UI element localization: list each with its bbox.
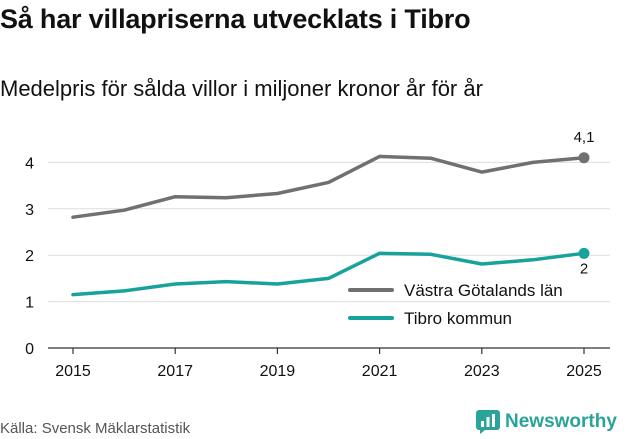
end-value-label-0: 4,1 [574,129,595,146]
x-tick-label: 2021 [362,363,398,380]
series-line-0 [71,154,586,219]
axes: 0 1 2 3 4 2015 2017 2019 2021 2023 2025 [25,155,610,380]
y-tick-label: 2 [25,248,34,265]
x-tick-label: 2019 [260,363,296,380]
y-tick-label: 3 [25,202,34,219]
end-labels: 4,12 [574,129,595,278]
legend-label-1: Tibro kommun [404,309,512,328]
y-tick-label: 4 [25,155,34,172]
chart-title: Så har villapriserna utvecklats i Tibro [0,4,471,34]
end-value-label-1: 2 [580,260,588,277]
x-tick-label: 2017 [157,363,193,380]
x-tick-label: 2025 [566,363,602,380]
x-tick-label: 2015 [55,363,91,380]
legend: Västra Götalands län Tibro kommun [348,281,563,328]
series-end-marker-0 [578,152,590,164]
brand-name: Newsworthy [505,411,617,432]
legend-label-0: Västra Götalands län [404,281,563,300]
series-lines [71,152,590,297]
chart-subtitle: Medelpris för sålda villor i miljoner kr… [0,76,483,101]
newsworthy-logo-icon [476,410,500,434]
series-end-marker-1 [578,247,590,259]
source-note: Källa: Svensk Mäklarstatistik [0,420,191,437]
y-tick-label: 0 [25,341,34,358]
y-tick-label: 1 [25,295,34,312]
grid-lines [48,161,610,303]
x-tick-label: 2023 [464,363,500,380]
series-line-1 [71,251,586,297]
brand-logo: Newsworthy [476,410,617,434]
